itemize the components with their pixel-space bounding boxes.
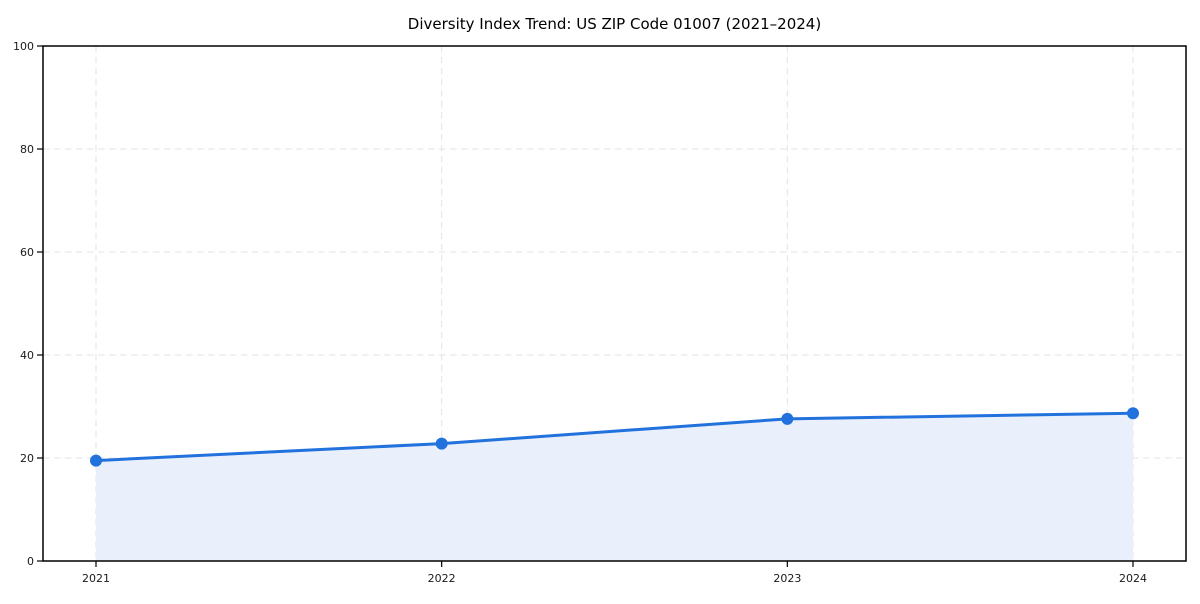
y-tick-label: 0 bbox=[27, 555, 34, 568]
y-tick-label: 80 bbox=[20, 143, 34, 156]
trend-line bbox=[94, 411, 1135, 463]
chart-title: Diversity Index Trend: US ZIP Code 01007… bbox=[408, 15, 821, 33]
x-tick-label: 2023 bbox=[773, 572, 801, 585]
data-point-2023 bbox=[781, 412, 794, 425]
y-tick-label: 100 bbox=[13, 40, 34, 53]
x-tick-label: 2024 bbox=[1119, 572, 1147, 585]
plot-border bbox=[42, 45, 1187, 562]
data-point-2021 bbox=[90, 454, 102, 467]
y-tick-label: 20 bbox=[20, 452, 34, 465]
x-tick-label: 2021 bbox=[82, 572, 110, 585]
y-tick-label: 60 bbox=[20, 246, 34, 259]
plot-area: 0 20 40 60 80 100 2021 2022 2023 2024 bbox=[13, 40, 1187, 585]
x-tick-label: 2022 bbox=[428, 572, 456, 585]
area-fill bbox=[96, 413, 1133, 561]
data-point-2024 bbox=[1127, 407, 1139, 420]
data-point-2022 bbox=[435, 437, 448, 450]
y-tick-label: 40 bbox=[20, 349, 34, 362]
